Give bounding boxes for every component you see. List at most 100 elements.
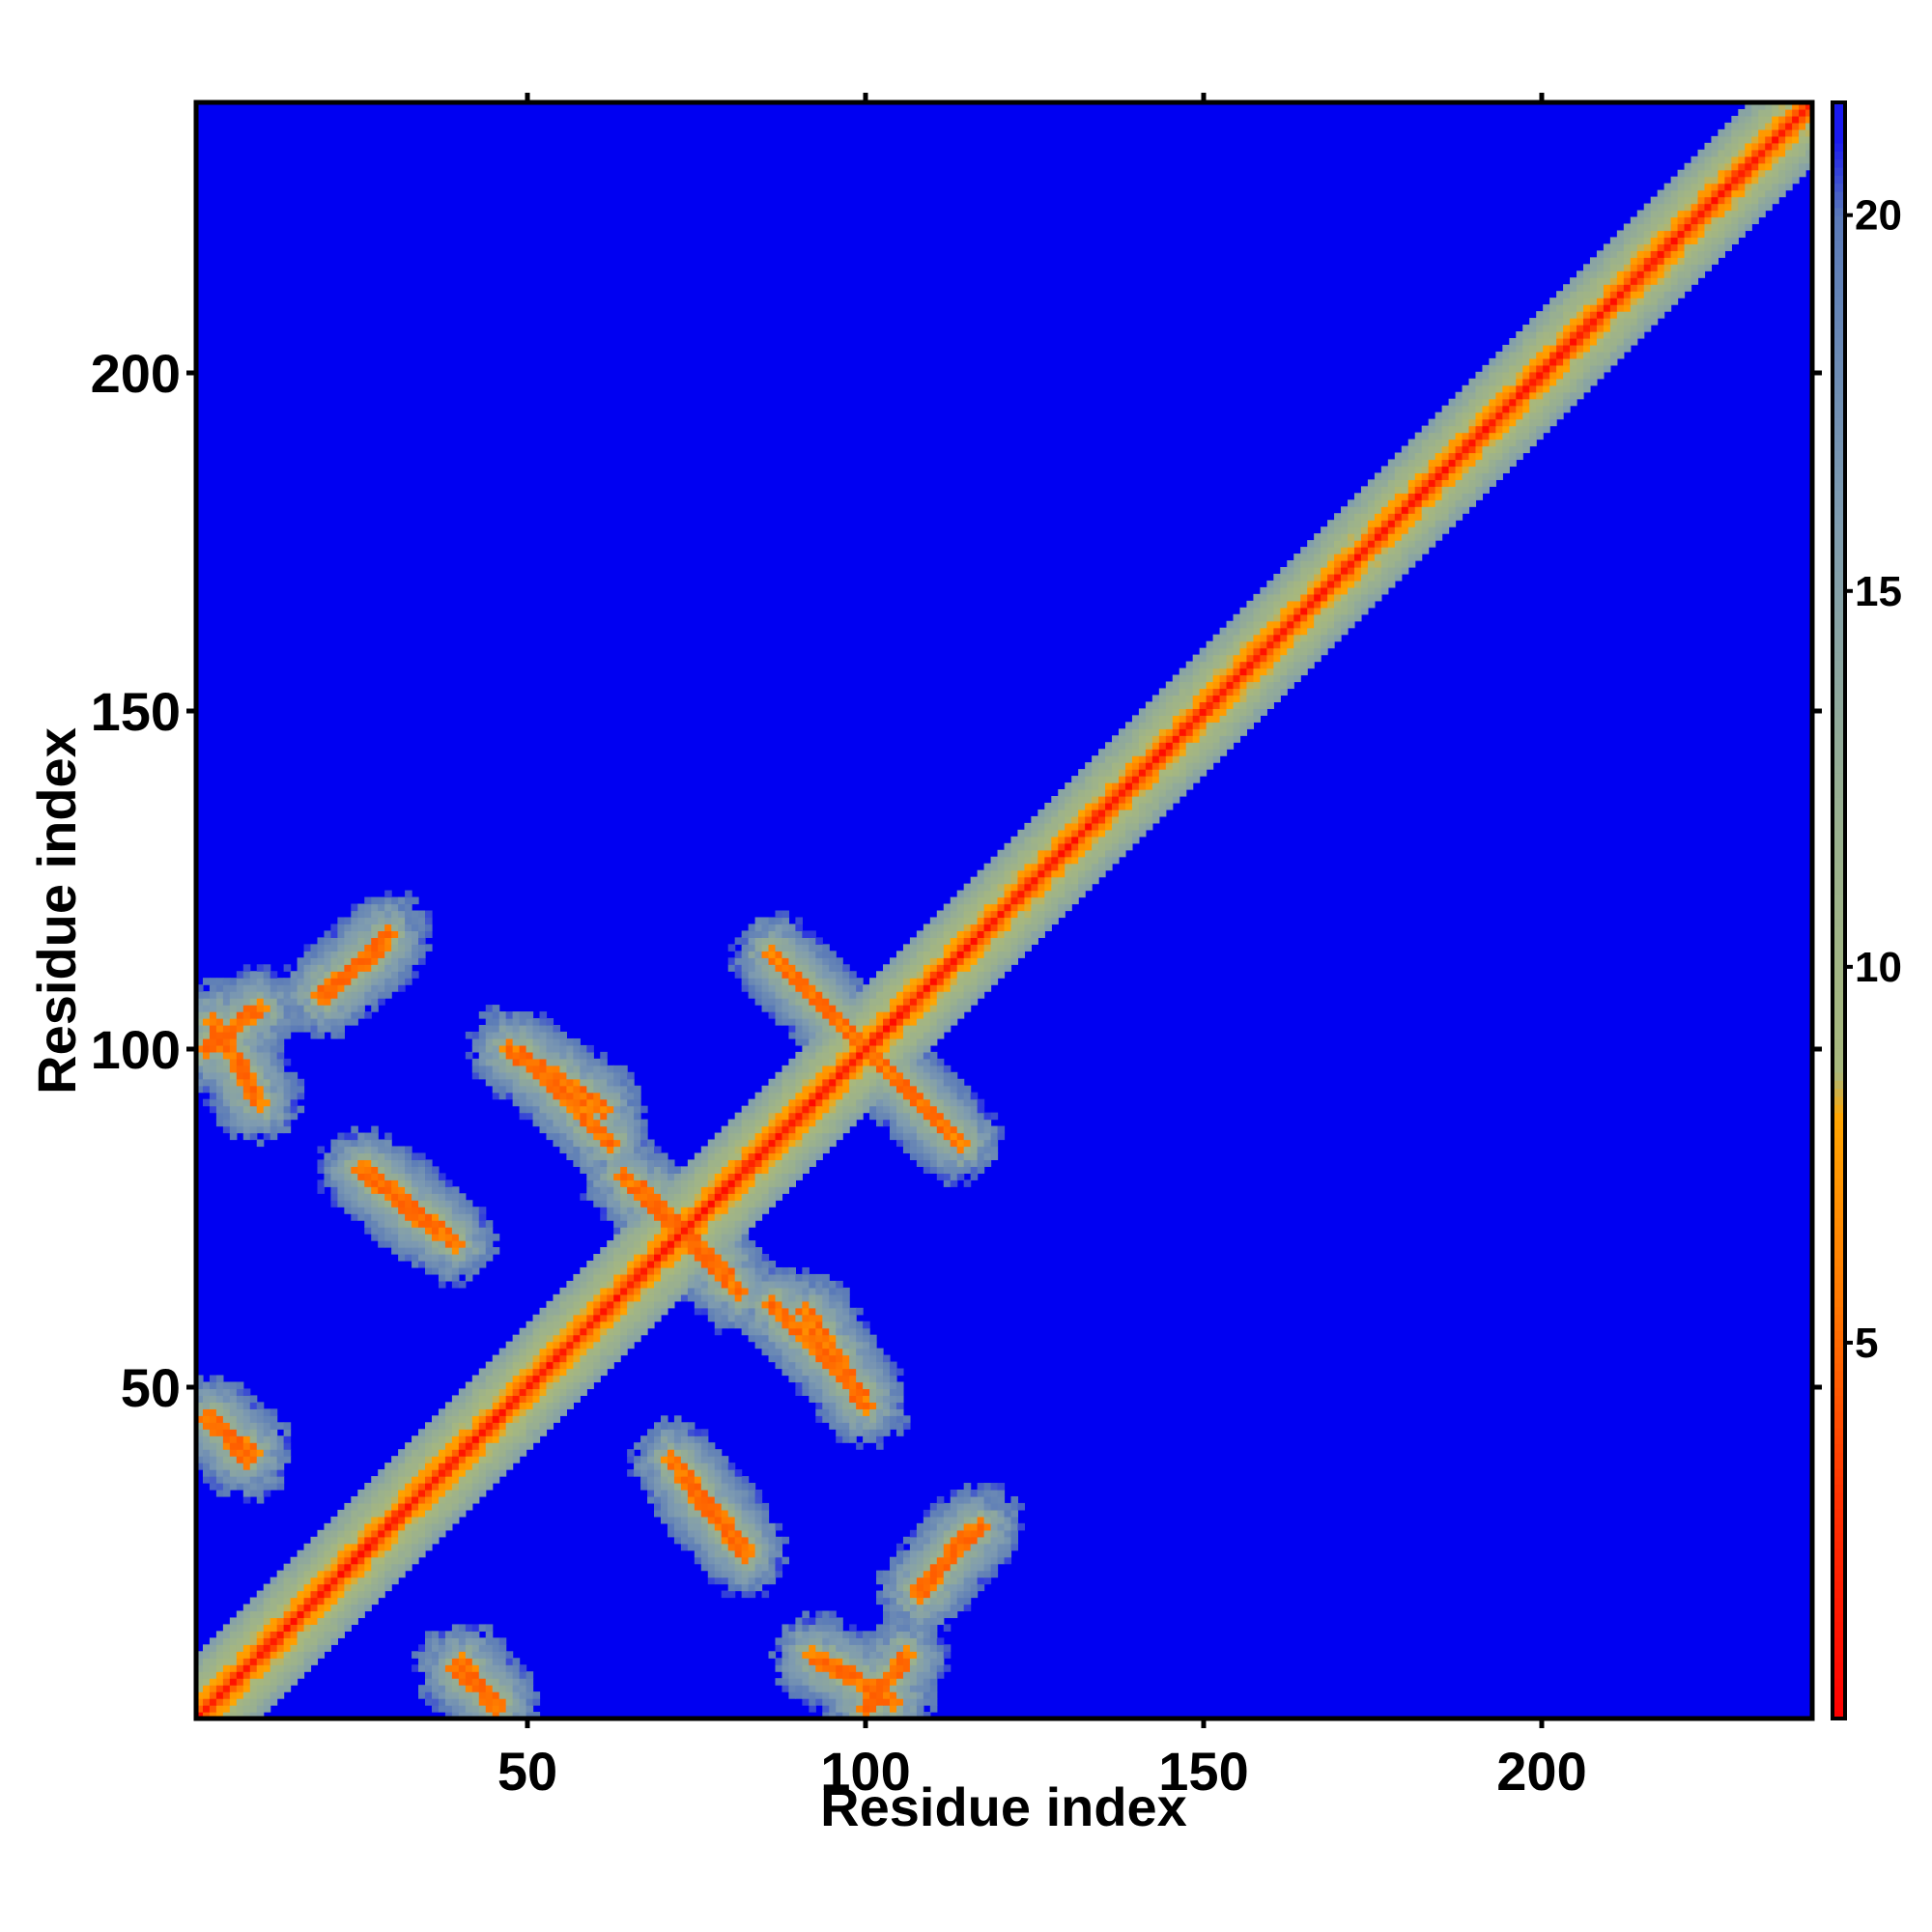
heatmap-cell xyxy=(378,1476,385,1484)
heatmap-cell xyxy=(330,1179,338,1187)
heatmap-cell xyxy=(741,1321,750,1329)
heatmap-cell xyxy=(687,1173,696,1180)
heatmap-cell xyxy=(478,1395,487,1403)
heatmap-cell xyxy=(734,1280,743,1289)
heatmap-cell xyxy=(634,1200,641,1208)
heatmap-cell xyxy=(849,1065,857,1073)
heatmap-cell xyxy=(283,1071,292,1080)
heatmap-cell xyxy=(856,1644,864,1652)
heatmap-cell xyxy=(405,1469,412,1477)
heatmap-cell xyxy=(741,1543,750,1551)
heatmap-cell xyxy=(256,1624,265,1632)
heatmap-cell xyxy=(215,1381,224,1390)
heatmap-cell xyxy=(654,1307,662,1316)
heatmap-cell xyxy=(714,1273,723,1282)
heatmap-cell xyxy=(471,1213,480,1221)
heatmap-cell xyxy=(613,1132,621,1141)
heatmap-cell xyxy=(566,1044,574,1053)
heatmap-cell xyxy=(290,1664,298,1672)
heatmap-cell xyxy=(761,1549,770,1558)
heatmap-cell xyxy=(256,1051,265,1060)
heatmap-cell xyxy=(822,1085,830,1094)
heatmap-cell xyxy=(283,1125,292,1134)
heatmap-cell xyxy=(371,1220,379,1228)
heatmap-cell xyxy=(344,1563,352,1572)
heatmap-cell xyxy=(781,1146,790,1154)
heatmap-cell xyxy=(963,1583,972,1592)
heatmap-cell xyxy=(586,1085,594,1094)
heatmap-cell xyxy=(890,1402,897,1409)
heatmap-cell xyxy=(270,1637,278,1645)
heatmap-cell xyxy=(586,1166,594,1174)
heatmap-cell xyxy=(471,1637,480,1645)
heatmap-cell xyxy=(795,1051,803,1060)
heatmap-cell xyxy=(721,1463,729,1470)
heatmap-cell xyxy=(337,1570,345,1578)
heatmap-cell xyxy=(546,1112,554,1121)
heatmap-cell xyxy=(983,1119,992,1127)
heatmap-cell xyxy=(856,1368,864,1377)
heatmap-cell xyxy=(654,1207,662,1214)
heatmap-cell xyxy=(492,1705,500,1713)
heatmap-cell xyxy=(876,1361,884,1370)
heatmap-cell xyxy=(613,1179,621,1187)
heatmap-cell xyxy=(209,1058,217,1066)
heatmap-cell xyxy=(673,1476,682,1484)
heatmap-cell xyxy=(849,1354,857,1363)
heatmap-cell xyxy=(640,1139,648,1148)
heatmap-cell xyxy=(539,1044,548,1053)
heatmap-cell xyxy=(566,1105,574,1114)
heatmap-cell xyxy=(600,1098,608,1107)
heatmap-cell xyxy=(553,1132,561,1141)
heatmap-cell xyxy=(384,1179,392,1187)
heatmap-cell xyxy=(734,1577,743,1585)
heatmap-cell xyxy=(727,1132,736,1141)
heatmap-cell xyxy=(856,1044,864,1053)
heatmap-cell xyxy=(781,1078,790,1087)
heatmap-cell xyxy=(943,1543,952,1551)
heatmap-cell xyxy=(222,1098,231,1107)
heatmap-cell xyxy=(943,1624,952,1632)
heatmap-cell xyxy=(458,1469,467,1477)
heatmap-cell xyxy=(634,1166,641,1174)
heatmap-cell xyxy=(876,1078,884,1087)
heatmap-cell xyxy=(471,1483,480,1491)
heatmap-cell xyxy=(936,1577,945,1585)
heatmap-cell xyxy=(222,1469,231,1477)
heatmap-cell xyxy=(559,1058,567,1066)
heatmap-cell xyxy=(822,1685,830,1692)
heatmap-cell xyxy=(586,1381,594,1390)
heatmap-cell xyxy=(836,1037,843,1046)
heatmap-cell xyxy=(242,1408,251,1416)
heatmap-cell xyxy=(519,1388,527,1396)
heatmap-cell xyxy=(512,1334,521,1343)
heatmap-cell xyxy=(586,1300,594,1309)
heatmap-cell xyxy=(209,1429,217,1436)
heatmap-cell xyxy=(412,1549,419,1558)
heatmap-cell xyxy=(687,1280,696,1289)
heatmap-cell xyxy=(330,1031,338,1039)
heatmap-cell xyxy=(242,1071,251,1080)
heatmap-cell xyxy=(687,1469,696,1477)
heatmap-cell xyxy=(876,1698,884,1706)
heatmap-cell xyxy=(492,1644,500,1652)
heatmap-cell xyxy=(721,1502,729,1511)
heatmap-cell xyxy=(842,1058,850,1066)
heatmap-cell xyxy=(344,1549,352,1558)
heatmap-cell xyxy=(909,1085,918,1094)
heatmap-cell xyxy=(371,1200,379,1208)
heatmap-cell xyxy=(842,1705,850,1713)
heatmap-cell xyxy=(734,1266,743,1275)
heatmap-cell xyxy=(963,1159,972,1167)
heatmap-cell xyxy=(977,1577,985,1585)
heatmap-cell xyxy=(754,1207,763,1214)
heatmap-cell xyxy=(950,1139,958,1148)
heatmap-cell xyxy=(781,1637,790,1645)
heatmap-cell xyxy=(950,1556,958,1565)
heatmap-cell xyxy=(364,1186,372,1194)
heatmap-cell xyxy=(836,1637,843,1645)
heatmap-cell xyxy=(768,1260,777,1268)
heatmap-cell xyxy=(856,1712,864,1719)
heatmap-cell xyxy=(444,1502,453,1511)
heatmap-cell xyxy=(471,1631,480,1638)
